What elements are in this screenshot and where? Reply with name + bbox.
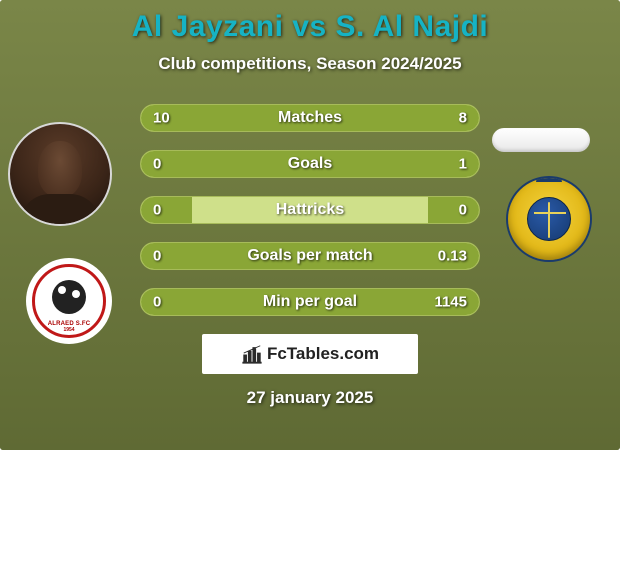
stat-fill-left bbox=[141, 243, 192, 269]
chart-icon bbox=[241, 343, 263, 365]
stat-value-left: 0 bbox=[153, 294, 161, 311]
stat-label: Matches bbox=[278, 109, 342, 127]
stat-value-left: 0 bbox=[153, 156, 161, 173]
player-left-avatar bbox=[8, 122, 112, 226]
stat-label: Hattricks bbox=[276, 201, 344, 219]
stat-value-right: 0 bbox=[459, 202, 467, 219]
stat-fill-right bbox=[428, 197, 479, 223]
watermark: FcTables.com bbox=[202, 334, 418, 374]
stat-row: 0 1145 Min per goal bbox=[140, 288, 480, 316]
stat-fill-right bbox=[202, 151, 479, 177]
stat-fill-left bbox=[141, 197, 192, 223]
stats-container: 10 8 Matches 0 1 Goals 0 0 Hattricks 0 0.13 Goals p… bbox=[140, 104, 480, 316]
stat-fill-left bbox=[141, 289, 192, 315]
page-title: Al Jayzani vs S. Al Najdi bbox=[0, 0, 620, 44]
stat-value-left: 0 bbox=[153, 248, 161, 265]
stat-fill-left bbox=[141, 151, 202, 177]
subtitle: Club competitions, Season 2024/2025 bbox=[0, 54, 620, 74]
stat-value-right: 8 bbox=[459, 110, 467, 127]
soccer-ball-icon bbox=[52, 280, 86, 314]
stat-value-left: 10 bbox=[153, 110, 170, 127]
watermark-text: FcTables.com bbox=[267, 344, 379, 364]
stat-value-right: 1145 bbox=[434, 294, 467, 311]
stat-label: Goals per match bbox=[247, 247, 372, 265]
comparison-card: Al Jayzani vs S. Al Najdi Club competiti… bbox=[0, 0, 620, 450]
stat-row: 0 1 Goals bbox=[140, 150, 480, 178]
stat-row: 0 0.13 Goals per match bbox=[140, 242, 480, 270]
player-right-placeholder-pill bbox=[492, 128, 590, 152]
stat-value-left: 0 bbox=[153, 202, 161, 219]
stat-value-right: 1 bbox=[459, 156, 467, 173]
crown-icon bbox=[534, 176, 564, 184]
stat-row: 10 8 Matches bbox=[140, 104, 480, 132]
snapshot-date: 27 january 2025 bbox=[0, 388, 620, 408]
stat-value-right: 0.13 bbox=[438, 248, 467, 265]
globe-icon bbox=[527, 197, 571, 241]
stat-fill-right bbox=[329, 105, 479, 131]
stat-row: 0 0 Hattricks bbox=[140, 196, 480, 224]
club-left-year: 1954 bbox=[63, 327, 74, 333]
club-right-badge bbox=[506, 176, 592, 262]
stat-label: Min per goal bbox=[263, 293, 357, 311]
club-left-badge: ALRAED S.FC 1954 bbox=[26, 258, 112, 344]
stat-label: Goals bbox=[288, 155, 332, 173]
